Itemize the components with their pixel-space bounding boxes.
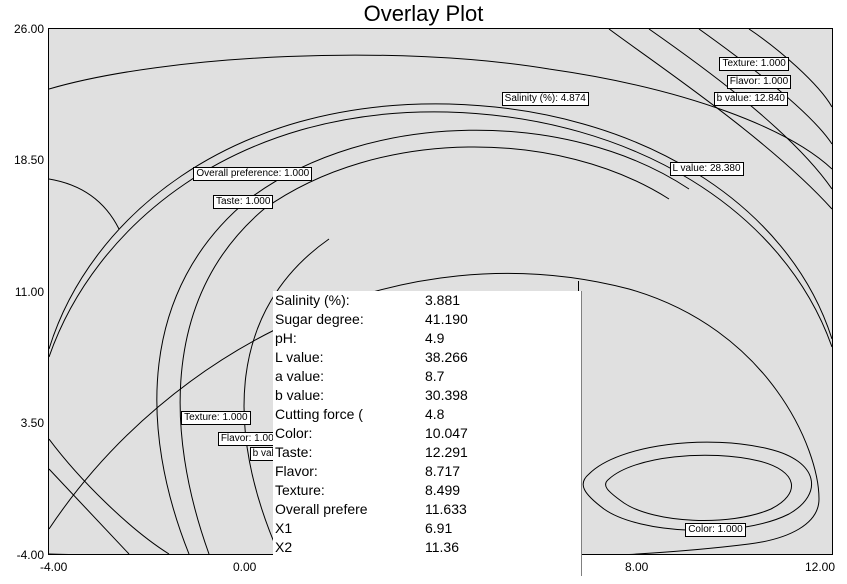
x-tick-label: 8.00 [625, 560, 648, 574]
tooltip-row-value: 30.398 [407, 386, 470, 405]
tooltip-row: Color:10.047 [273, 424, 470, 443]
tooltip-row: Flavor:8.717 [273, 462, 470, 481]
tooltip-row-label: Overall prefere [273, 500, 407, 519]
tooltip-row-value: 8.7 [407, 367, 470, 386]
contour-label: Flavor: 1.000 [727, 75, 791, 89]
tooltip-row: pH:4.9 [273, 329, 470, 348]
tooltip-row-label: a value: [273, 367, 407, 386]
tooltip-row-label: Sugar degree: [273, 310, 407, 329]
tooltip-row: a value:8.7 [273, 367, 470, 386]
tooltip-row-label: b value: [273, 386, 407, 405]
tooltip-row-value: 6.91 [407, 519, 470, 538]
tooltip-row-label: L value: [273, 348, 407, 367]
tooltip-row-label: X1 [273, 519, 407, 538]
contour-label: Salinity (%): 4.874 [502, 92, 589, 106]
contour-label: L value: 28.380 [670, 162, 744, 176]
contour-label: Taste: 1.000 [213, 195, 273, 209]
y-tick-label: 18.50 [14, 153, 44, 167]
x-tick-label: 12.00 [805, 560, 835, 574]
tooltip-row-label: Texture: [273, 481, 407, 500]
x-tick-label: -4.00 [40, 560, 67, 574]
contour-label: Overall preference: 1.000 [193, 167, 312, 181]
tooltip-row: Overall prefere11.633 [273, 500, 470, 519]
contour-label: Texture: 1.000 [181, 411, 250, 425]
tooltip-row-label: Flavor: [273, 462, 407, 481]
y-tick-label: 3.50 [21, 416, 44, 430]
x-tick-label: 0.00 [233, 560, 256, 574]
tooltip-row-value: 11.633 [407, 500, 470, 519]
tooltip-row: L value:38.266 [273, 348, 470, 367]
tooltip-row-value: 10.047 [407, 424, 470, 443]
tooltip-row-label: Cutting force ( [273, 405, 407, 424]
y-tick-label: 26.00 [14, 22, 44, 36]
tooltip-row: X211.36 [273, 538, 470, 557]
tooltip-row: Salinity (%):3.881 [273, 291, 470, 310]
contour-label: b value: 12.840 [714, 92, 788, 106]
tooltip-row: X16.91 [273, 519, 470, 538]
tooltip-row-value: 8.499 [407, 481, 470, 500]
tooltip-row-value: 4.9 [407, 329, 470, 348]
tooltip-row-label: pH: [273, 329, 407, 348]
tooltip-row: b value:30.398 [273, 386, 470, 405]
tooltip-row: Cutting force (4.8 [273, 405, 470, 424]
tooltip-row-value: 38.266 [407, 348, 470, 367]
data-readout-tooltip: Salinity (%):3.881Sugar degree:41.190pH:… [273, 291, 582, 576]
tooltip-row: Texture:8.499 [273, 481, 470, 500]
contour-label: Texture: 1.000 [719, 57, 788, 71]
contour-label: Color: 1.000 [685, 523, 745, 537]
tooltip-row-label: Salinity (%): [273, 291, 407, 310]
tooltip-row-label: X2 [273, 538, 407, 557]
tooltip-row-value: 8.717 [407, 462, 470, 481]
tooltip-row-value: 3.881 [407, 291, 470, 310]
tooltip-row-value: 12.291 [407, 443, 470, 462]
tooltip-row: Sugar degree:41.190 [273, 310, 470, 329]
tooltip-row-label: Taste: [273, 443, 407, 462]
y-tick-label: 11.00 [15, 285, 44, 299]
tooltip-row-label: Color: [273, 424, 407, 443]
chart-title: Overlay Plot [0, 1, 847, 27]
tooltip-row: Taste:12.291 [273, 443, 470, 462]
tooltip-row-value: 41.190 [407, 310, 470, 329]
tooltip-row-value: 11.36 [407, 538, 470, 557]
tooltip-row-value: 4.8 [407, 405, 470, 424]
